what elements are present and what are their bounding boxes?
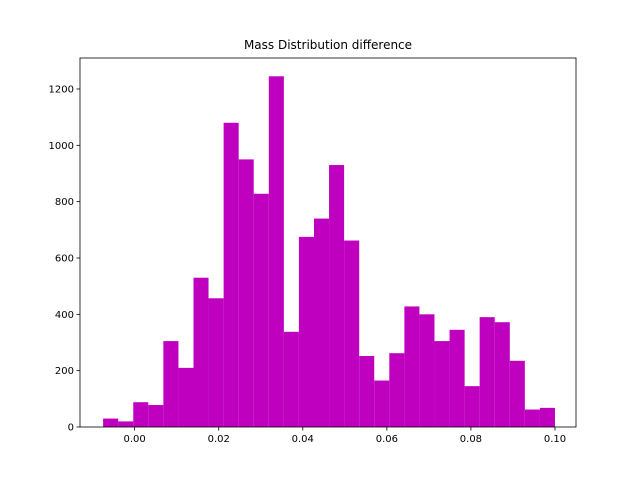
bar — [314, 218, 330, 427]
bar — [494, 322, 510, 427]
bar — [524, 409, 540, 427]
y-tick-label: 0 — [68, 423, 74, 434]
bar — [223, 122, 239, 428]
bar — [539, 407, 555, 427]
x-tick-label: 0.02 — [208, 434, 230, 445]
bar — [283, 331, 299, 427]
bar — [163, 341, 179, 427]
bar — [238, 159, 254, 427]
bar — [449, 329, 465, 427]
bar — [404, 306, 420, 427]
chart-title: Mass Distribution difference — [244, 38, 412, 52]
y-tick-label: 1000 — [49, 141, 74, 152]
bar — [344, 240, 360, 427]
bar — [419, 314, 435, 427]
bar — [268, 76, 284, 428]
bar — [208, 298, 224, 427]
bar — [103, 418, 119, 427]
bar — [329, 165, 345, 428]
bar — [178, 367, 194, 427]
y-tick-label: 400 — [55, 310, 74, 321]
bar — [193, 277, 209, 427]
bar — [359, 356, 375, 427]
bar — [464, 386, 480, 427]
bar — [389, 353, 405, 427]
y-tick-label: 200 — [55, 366, 74, 377]
bar — [118, 421, 134, 427]
y-tick-label: 1200 — [49, 84, 74, 95]
x-tick-label: 0.00 — [124, 434, 146, 445]
y-tick-label: 800 — [55, 197, 74, 208]
bar — [509, 360, 525, 427]
plot-frame — [79, 57, 577, 428]
bar — [434, 341, 450, 427]
bar — [148, 405, 164, 427]
x-tick-label: 0.04 — [292, 434, 314, 445]
bar — [298, 236, 315, 427]
bar — [133, 402, 149, 427]
bar — [374, 380, 390, 427]
x-tick-label: 0.06 — [376, 434, 398, 445]
y-tick-label: 600 — [55, 253, 74, 264]
x-tick-label: 0.08 — [460, 434, 482, 445]
bar — [479, 317, 495, 427]
x-tick-label: 0.10 — [544, 434, 566, 445]
bar — [253, 193, 269, 427]
